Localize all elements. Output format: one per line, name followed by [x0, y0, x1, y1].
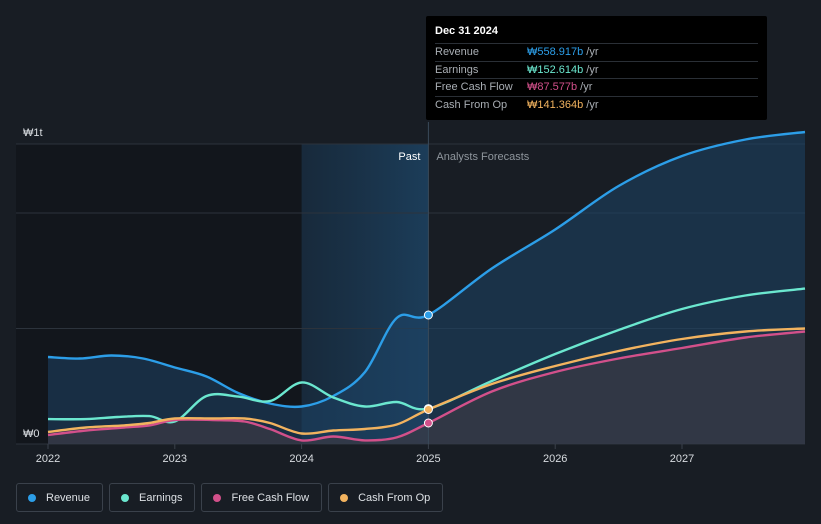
y-axis-top-label: ₩1t: [23, 127, 43, 139]
tooltip-row-earnings: Earnings ₩152.614b /yr: [435, 60, 758, 79]
legend: Revenue Earnings Free Cash Flow Cash Fro…: [16, 483, 444, 512]
earnings-line: [47, 287, 806, 424]
tooltip-label: Earnings: [435, 63, 479, 76]
x-tick-label: 2026: [543, 453, 567, 465]
y-axis-bottom-label: ₩0: [23, 428, 40, 440]
series-lines: [47, 130, 806, 442]
x-tick-label: 2022: [36, 453, 60, 465]
tooltip-label: Cash From Op: [435, 98, 508, 111]
free-cash-flow-marker: [423, 418, 433, 428]
x-axis: 2022 2023 2024 2025 2026 2027: [36, 444, 694, 465]
legend-item-earnings[interactable]: Earnings: [109, 483, 196, 512]
legend-item-revenue[interactable]: Revenue: [16, 483, 104, 512]
legend-label: Earnings: [139, 491, 183, 504]
legend-label: Free Cash Flow: [231, 491, 310, 504]
tooltip-unit: /yr: [586, 63, 599, 76]
free-cash-flow-line: [47, 330, 806, 442]
legend-dot-icon: [121, 493, 130, 502]
x-tick-label: 2025: [416, 453, 440, 465]
tooltip-value: ₩152.614b: [527, 63, 584, 76]
cash-from-op-line: [47, 327, 806, 435]
legend-dot-icon: [213, 493, 222, 502]
tooltip-row-revenue: Revenue ₩558.917b /yr: [435, 43, 758, 61]
legend-dot-icon: [340, 493, 349, 502]
revenue-line: [47, 130, 806, 409]
tooltip-unit: /yr: [586, 46, 599, 59]
past-label: Past: [398, 151, 420, 163]
tooltip-label: Revenue: [435, 46, 480, 59]
tooltip-value: ₩87.577b: [527, 81, 578, 94]
tooltip-label: Free Cash Flow: [435, 81, 513, 94]
legend-item-free-cash-flow[interactable]: Free Cash Flow: [201, 483, 323, 512]
x-tick-label: 2023: [163, 453, 187, 465]
tooltip-row-free-cash-flow: Free Cash Flow ₩87.577b /yr: [435, 78, 758, 96]
legend-label: Cash From Op: [358, 491, 431, 504]
legend-label: Revenue: [46, 491, 91, 504]
financial-chart: Past Analysts Forecasts ₩1t ₩0 2022 2023 2…: [16, 122, 806, 465]
tooltip-value: ₩558.917b: [527, 46, 584, 59]
tooltip: Dec 31 2024 Revenue ₩558.917b /yr Earnin…: [426, 16, 767, 120]
series-markers: [423, 310, 433, 428]
tooltip-date: Dec 31 2024: [435, 25, 498, 37]
tooltip-unit: /yr: [586, 98, 599, 111]
tooltip-unit: /yr: [580, 81, 593, 94]
x-tick-label: 2024: [289, 453, 313, 465]
forecast-label: Analysts Forecasts: [436, 151, 529, 163]
x-tick-label: 2027: [670, 453, 694, 465]
cash-from-op-marker: [423, 405, 433, 414]
revenue-marker: [423, 310, 433, 320]
legend-dot-icon: [28, 493, 36, 502]
legend-item-cash-from-op[interactable]: Cash From Op: [328, 483, 444, 512]
tooltip-value: ₩141.364b: [527, 98, 584, 111]
tooltip-row-cash-from-op: Cash From Op ₩141.364b /yr: [435, 95, 758, 114]
